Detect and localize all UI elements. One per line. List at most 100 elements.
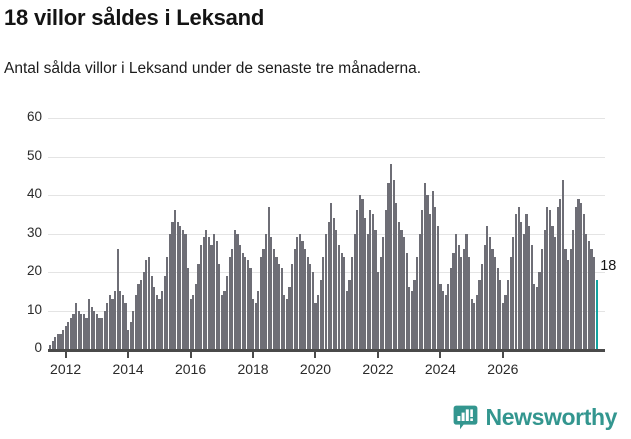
bar (546, 206, 549, 349)
bar (525, 214, 528, 349)
footer: Newsworthy (0, 396, 631, 439)
bar (595, 279, 598, 349)
bar (442, 291, 445, 349)
bar (270, 237, 273, 349)
bar (153, 287, 156, 349)
bar (556, 206, 559, 349)
bar (106, 302, 109, 349)
bar (363, 218, 367, 349)
bar (564, 248, 567, 349)
bar (220, 295, 223, 349)
y-axis-tick-label: 50 (26, 147, 42, 163)
x-axis-tick-label: 2022 (362, 361, 394, 377)
x-axis-tick (314, 351, 317, 358)
bar (119, 291, 122, 349)
bar (158, 298, 161, 349)
bar (225, 275, 229, 349)
bar (582, 214, 585, 349)
bar (77, 310, 80, 349)
bar (376, 272, 380, 349)
bar (585, 233, 588, 349)
bar (239, 245, 242, 349)
bar (176, 221, 179, 349)
bar (488, 237, 492, 349)
bar (330, 202, 333, 349)
bar (218, 264, 221, 349)
bar (82, 314, 86, 349)
bar (163, 275, 166, 349)
page-title: 18 villor såldes i Leksand (4, 5, 265, 30)
bar (215, 241, 218, 349)
bar (233, 229, 236, 349)
bar (402, 237, 406, 349)
last-value-label: 18 (600, 257, 617, 274)
bar (494, 256, 497, 349)
bar (288, 287, 291, 349)
bar (434, 206, 437, 349)
bar (413, 279, 416, 349)
bar (317, 295, 320, 349)
bar (145, 260, 148, 349)
bar-chart-bubble-icon (453, 405, 478, 430)
bar (366, 233, 369, 349)
newsworthy-logo[interactable]: Newsworthy (453, 400, 617, 434)
chart-area: 0 10 20 30 40 50 60 2012 2014 2016 2018 2020 2022 20… (0, 109, 631, 388)
x-axis-line (48, 349, 605, 352)
bar (421, 210, 424, 349)
bar (387, 183, 390, 349)
bar (75, 302, 78, 349)
x-axis-tick (127, 351, 130, 358)
bar (392, 179, 395, 349)
bar (397, 221, 400, 349)
x-axis-tick (189, 351, 192, 358)
x-axis-tick (439, 351, 442, 358)
bar (418, 233, 421, 349)
bar (356, 210, 359, 349)
bar (520, 221, 523, 349)
bar (51, 341, 54, 349)
bar (246, 260, 249, 349)
bar (67, 322, 70, 349)
bar (426, 195, 429, 349)
bar (85, 318, 88, 349)
x-axis-tick-label: 2014 (112, 361, 144, 377)
bar (283, 295, 286, 349)
bar (501, 302, 505, 349)
bar (205, 229, 208, 349)
bar (514, 214, 518, 349)
bar (374, 229, 377, 349)
bar (447, 283, 450, 349)
bar (223, 291, 226, 349)
bar (408, 287, 411, 349)
bar (184, 233, 187, 349)
bar (304, 248, 307, 349)
bar (121, 295, 125, 349)
bar (267, 206, 270, 349)
bar (59, 333, 62, 349)
bar (574, 206, 577, 349)
bar (504, 295, 507, 349)
bar (389, 164, 393, 349)
bar (415, 256, 419, 349)
bar (384, 210, 387, 349)
bar (522, 233, 525, 349)
bar (301, 241, 304, 349)
bar (249, 268, 252, 349)
bar (194, 283, 197, 349)
bar (311, 272, 315, 349)
gridline (48, 156, 605, 158)
x-axis-tick-label: 2018 (237, 361, 269, 377)
bar (572, 229, 575, 349)
bar (137, 283, 140, 349)
bar (189, 298, 192, 349)
bar (306, 256, 309, 349)
bar (345, 291, 348, 349)
bar (431, 191, 434, 349)
bar (473, 302, 476, 349)
bar (241, 252, 244, 349)
bar (496, 268, 499, 349)
bar (455, 233, 458, 349)
bar (379, 256, 382, 349)
bar (457, 245, 460, 349)
bar (173, 210, 177, 349)
